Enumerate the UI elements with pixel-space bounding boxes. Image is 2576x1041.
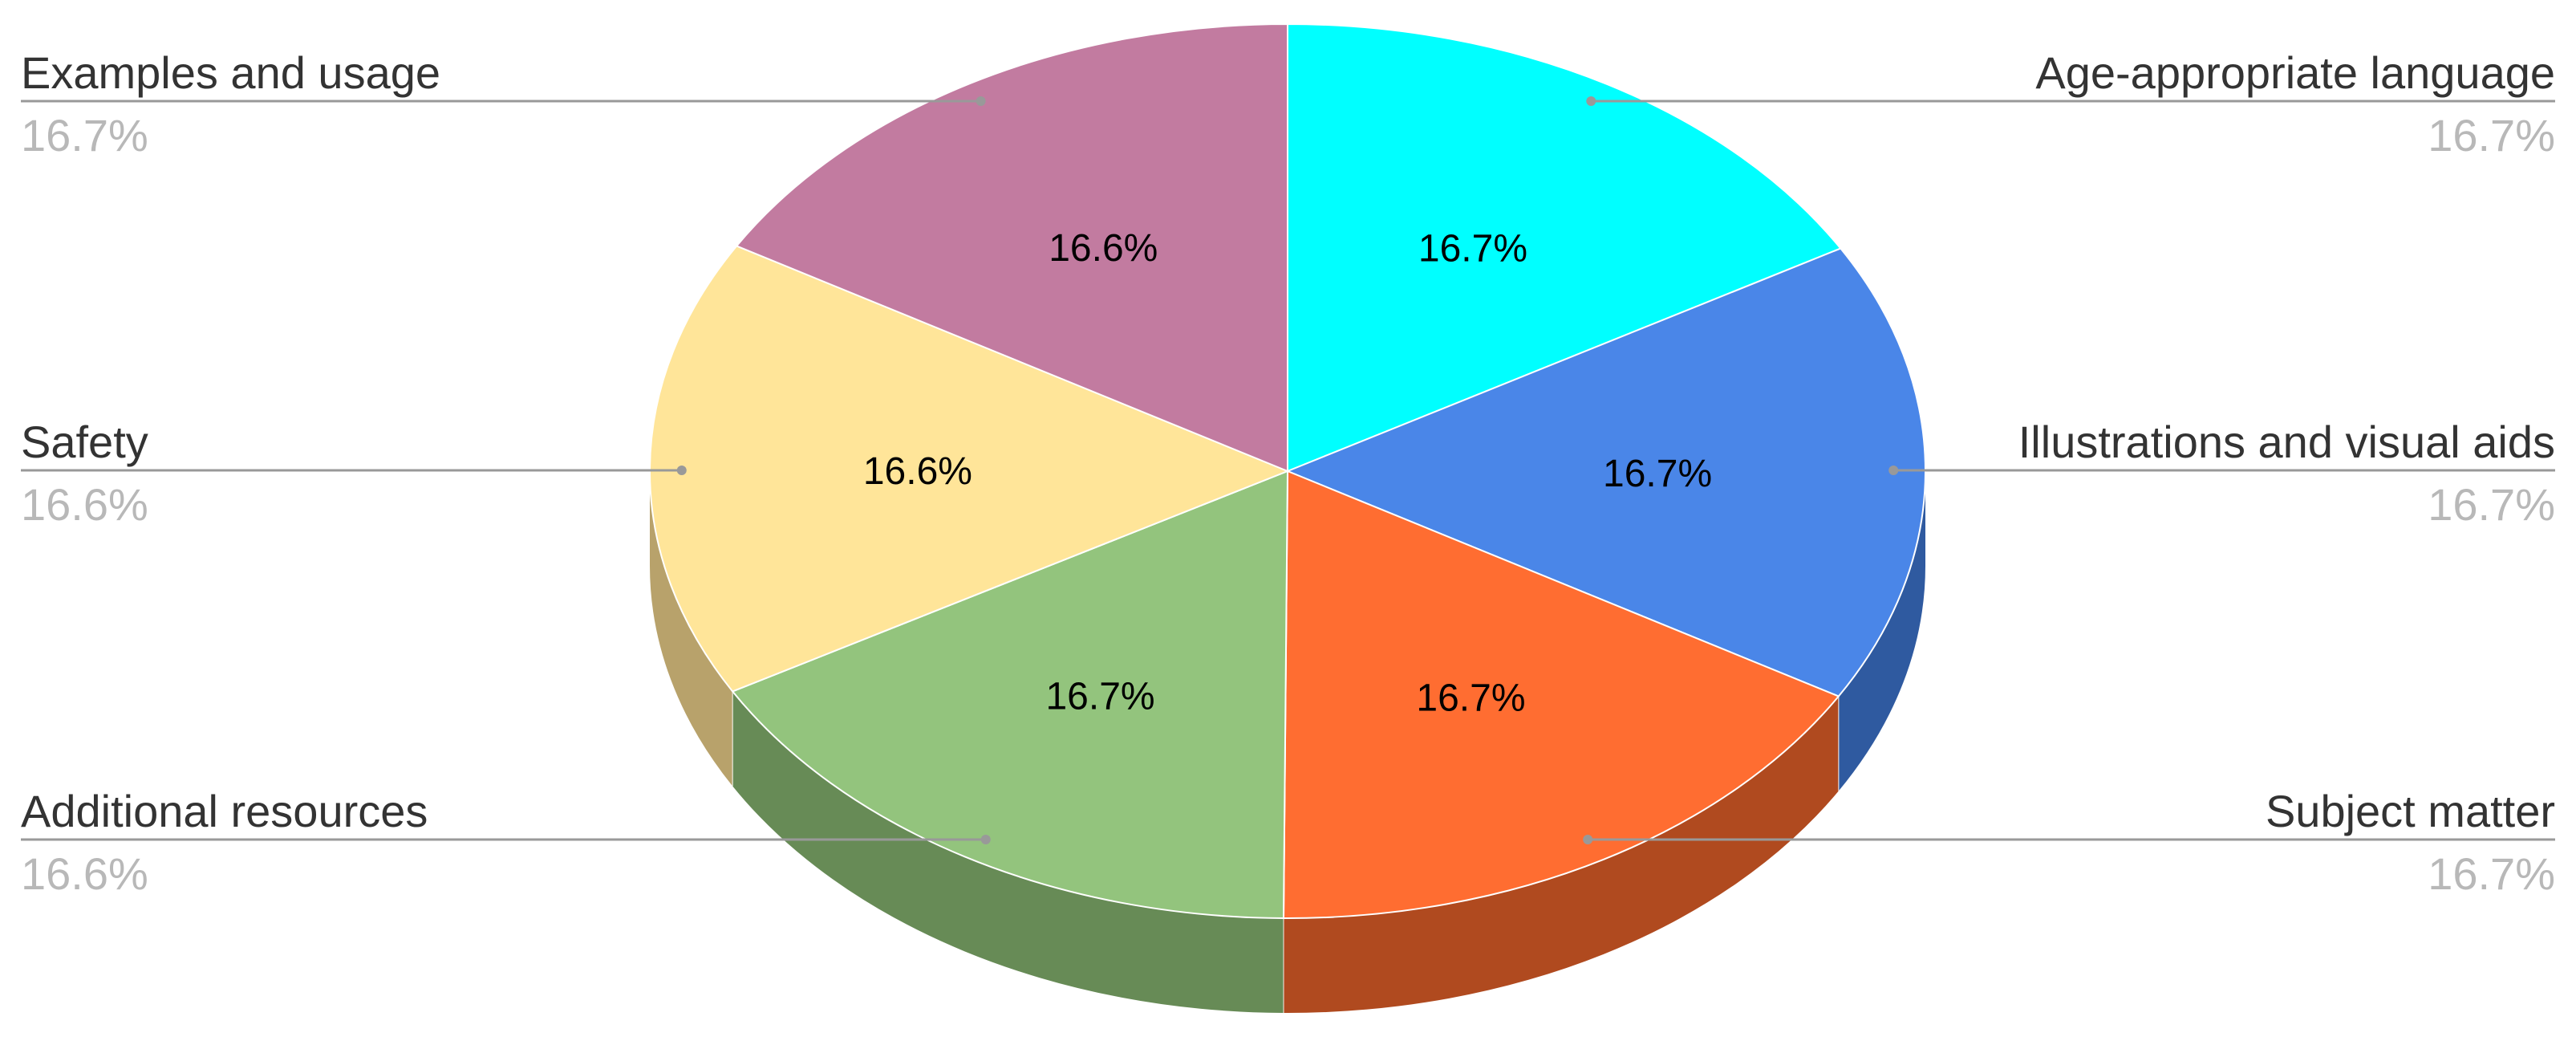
pie-slice-4	[649, 245, 1288, 693]
pie-top-faces	[649, 23, 1926, 919]
pie-side-3	[732, 691, 1284, 1013]
pie-side-4	[650, 471, 733, 787]
slice-value-label-2: 16.7%	[1416, 677, 1525, 720]
outside-percent-label-2: 16.7%	[2428, 848, 2555, 899]
pie-slice-3	[732, 470, 1288, 919]
outside-percent-label-0: 16.7%	[2428, 110, 2555, 161]
outside-percent-label-3: 16.7%	[21, 110, 148, 161]
outside-category-label-2: Subject matter	[2266, 786, 2555, 836]
slice-value-label-1: 16.7%	[1603, 453, 1712, 495]
slice-value-label-4: 16.6%	[863, 450, 972, 493]
outside-category-label-0: Age-appropriate language	[2035, 47, 2555, 98]
pie-slice-1	[1287, 247, 1926, 697]
pie-side-2	[1284, 696, 1839, 1013]
outside-category-label-1: Illustrations and visual aids	[2018, 417, 2555, 467]
outside-percent-label-4: 16.6%	[21, 479, 148, 530]
pie-leader-lines	[21, 96, 2555, 844]
outside-category-label-4: Safety	[21, 417, 148, 467]
pie-slice-2	[1283, 470, 1840, 919]
slice-value-label-0: 16.7%	[1418, 227, 1527, 270]
pie-slice-0	[1287, 23, 1842, 472]
slice-value-label-3: 16.7%	[1045, 676, 1154, 718]
pie-data-labels: 16.7% Age-appropriate language 16.7% 16.7% I…	[21, 47, 2555, 899]
outside-percent-label-5: 16.6%	[21, 848, 148, 899]
pie-slice-5	[736, 23, 1288, 472]
outside-category-label-3: Examples and usage	[21, 47, 440, 98]
outside-category-label-5: Additional resources	[21, 786, 428, 836]
slice-value-label-5: 16.6%	[1049, 227, 1158, 270]
pie-side-walls	[650, 471, 1925, 1013]
pie-side-1	[1838, 471, 1925, 791]
outside-percent-label-1: 16.7%	[2428, 479, 2555, 530]
